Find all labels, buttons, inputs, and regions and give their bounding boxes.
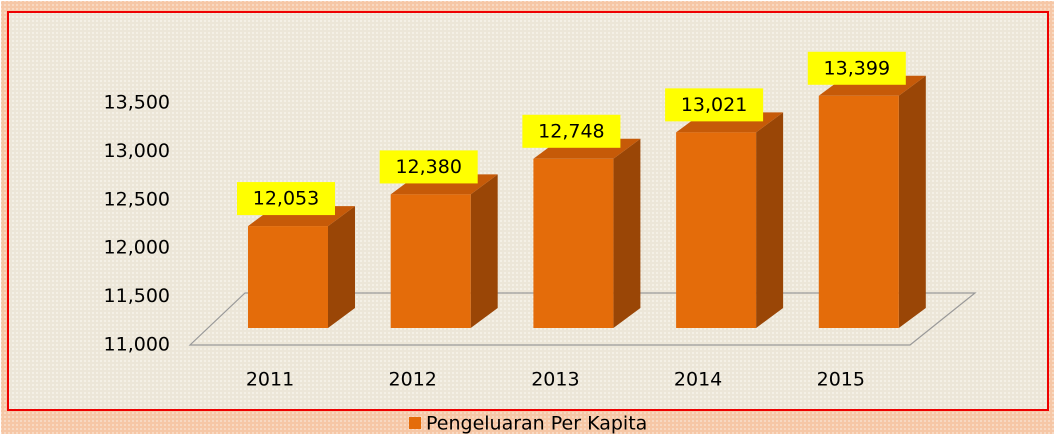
bar-side (470, 174, 498, 328)
value-label: 12,748 (538, 120, 604, 142)
x-tick-label: 2013 (531, 369, 579, 391)
x-tick-label: 2014 (674, 369, 722, 391)
bar (676, 132, 757, 328)
bar (533, 158, 614, 328)
value-label: 13,021 (681, 94, 747, 116)
value-label-box (522, 114, 621, 148)
y-tick-label: 13,000 (104, 140, 170, 162)
plot: 11,000 11,500 12,000 12,500 13,000 13,500 12,0… (104, 51, 926, 435)
value-label: 12,053 (253, 188, 319, 210)
bar-side (328, 206, 355, 328)
x-tick-label: 2015 (817, 369, 865, 391)
y-tick-label: 11,500 (104, 285, 170, 307)
bar (390, 194, 471, 328)
value-label: 13,399 (824, 57, 890, 79)
floor (188, 292, 977, 346)
bar-side (613, 138, 641, 328)
y-tick-label: 11,000 (104, 334, 170, 356)
value-label-box (665, 88, 764, 122)
legend-swatch (409, 417, 421, 429)
bar (248, 226, 328, 328)
value-label-box (807, 51, 906, 85)
bar (818, 95, 899, 329)
value-label-box (379, 150, 478, 184)
legend-label: Pengeluaran Per Kapita (426, 413, 647, 435)
x-tick-label: 2011 (246, 369, 294, 391)
value-label: 12,380 (395, 156, 461, 178)
y-tick-label: 12,000 (104, 237, 170, 259)
bar-side (898, 75, 926, 329)
y-tick-label: 13,500 (104, 92, 170, 114)
x-tick-label: 2012 (389, 369, 437, 391)
y-tick-label: 12,500 (104, 188, 170, 210)
bar-side (756, 112, 784, 328)
value-label-box (237, 182, 335, 216)
